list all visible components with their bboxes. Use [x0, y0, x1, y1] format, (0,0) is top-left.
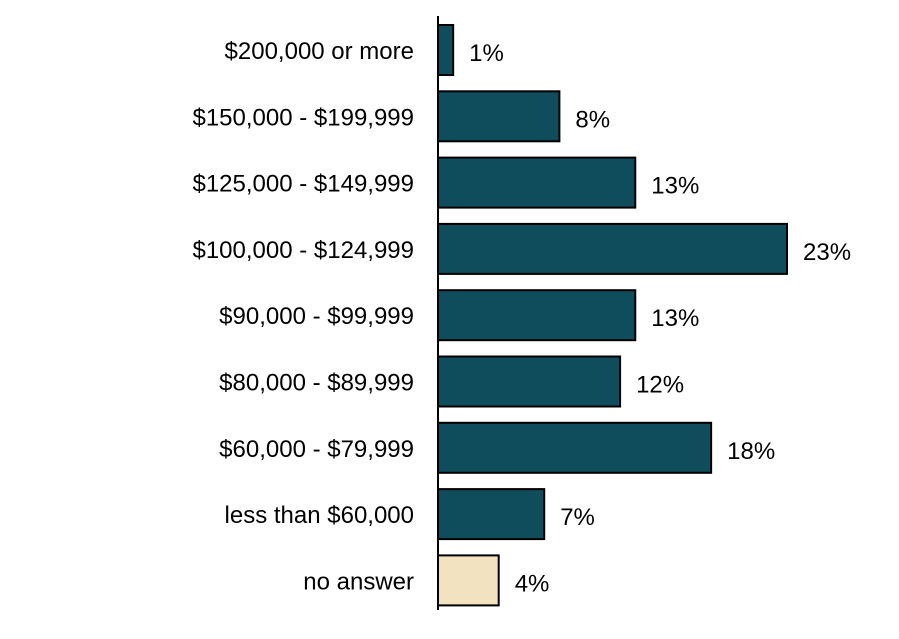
value-label: 8% — [575, 106, 610, 133]
category-label: $100,000 - $124,999 — [192, 237, 414, 264]
category-label: less than $60,000 — [225, 502, 414, 529]
category-label: $150,000 - $199,999 — [192, 104, 414, 131]
bar — [437, 554, 500, 607]
category-label: $90,000 - $99,999 — [219, 303, 414, 330]
bar — [437, 156, 637, 209]
value-label: 13% — [651, 173, 699, 200]
value-label: 12% — [636, 372, 684, 399]
value-label: 1% — [469, 40, 504, 67]
bar — [437, 289, 637, 342]
bar — [437, 488, 546, 541]
bar — [437, 421, 713, 474]
bar — [437, 355, 622, 408]
value-label: 13% — [651, 305, 699, 332]
bar — [437, 222, 788, 275]
value-label: 23% — [803, 239, 851, 266]
value-label: 4% — [515, 570, 550, 597]
category-label: $200,000 or more — [225, 38, 414, 65]
value-label: 7% — [560, 504, 595, 531]
category-label: $80,000 - $89,999 — [219, 370, 414, 397]
category-label: no answer — [303, 568, 414, 595]
value-label: 18% — [727, 438, 775, 465]
bar — [437, 90, 561, 143]
category-label: $125,000 - $149,999 — [192, 171, 414, 198]
bar — [437, 24, 455, 76]
category-label: $60,000 - $79,999 — [219, 436, 414, 463]
